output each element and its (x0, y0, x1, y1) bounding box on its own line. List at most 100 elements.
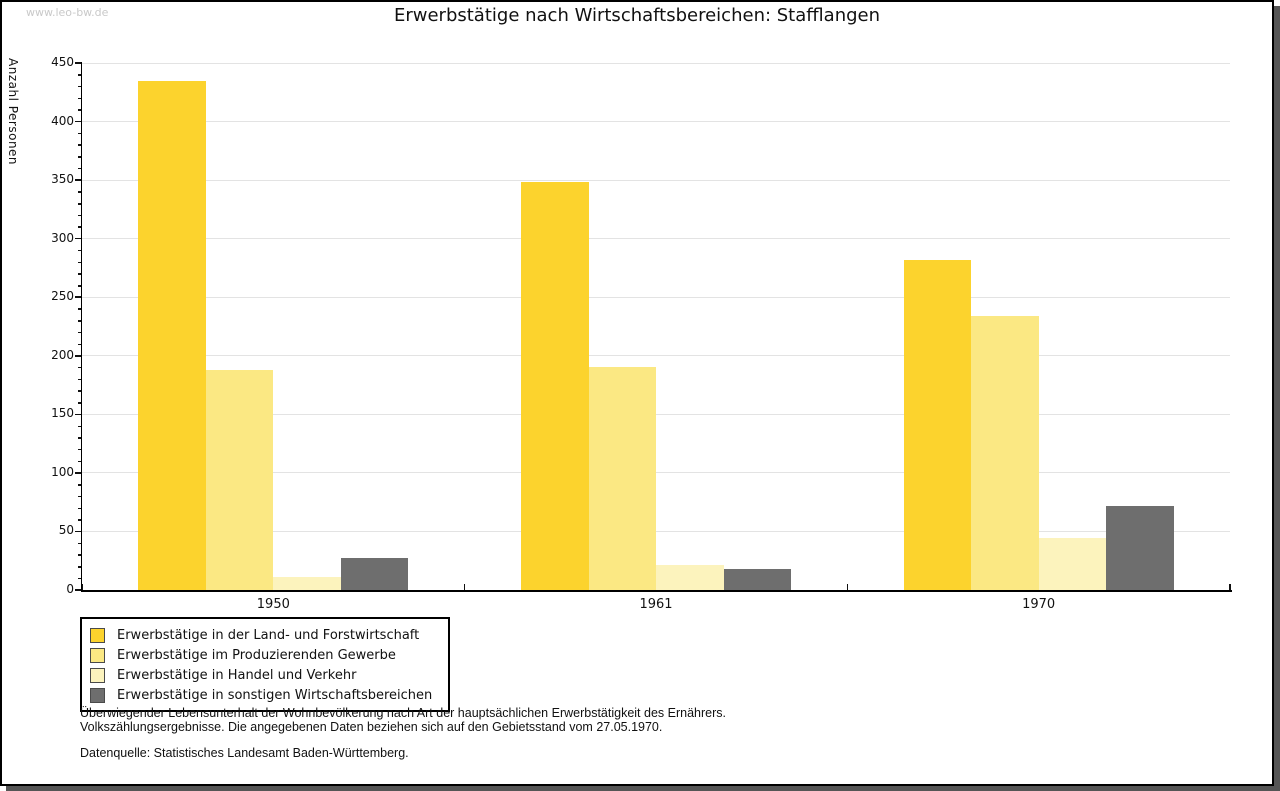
legend-label: Erwerbstätige in Handel und Verkehr (117, 667, 357, 683)
y-minor-tick (78, 542, 82, 545)
y-minor-tick (78, 460, 82, 463)
x-tick (463, 584, 466, 590)
y-minor-tick (78, 156, 82, 158)
x-tick (846, 584, 849, 590)
x-axis-line (80, 590, 1232, 592)
y-minor-tick (78, 343, 82, 346)
bar-1970-series-4 (1106, 505, 1174, 590)
legend-item-3: Erwerbstätige in Handel und Verkehr (90, 665, 440, 685)
y-tick-label-250: 250 (51, 289, 74, 304)
y-minor-tick (78, 132, 82, 135)
y-minor-tick (78, 378, 82, 381)
bar-1970-series-2 (971, 315, 1039, 590)
gridline-300 (82, 238, 1230, 240)
gridline-100 (82, 472, 1230, 474)
y-tick-label-50: 50 (58, 523, 74, 538)
legend-label: Erwerbstätige in sonstigen Wirtschaftsbe… (117, 687, 433, 703)
y-minor-tick (78, 366, 82, 369)
bar-1961-series-3 (656, 565, 724, 590)
footer: Überwiegender Lebensunterhalt der Wohnbe… (80, 706, 726, 760)
bar-1970-series-3 (1038, 538, 1107, 590)
y-minor-tick (78, 425, 82, 428)
y-major-tick-450 (75, 62, 82, 64)
footer-source: Datenquelle: Statistisches Landesamt Bad… (80, 746, 409, 760)
gridline-200 (82, 355, 1230, 357)
bar-1961-series-2 (588, 367, 656, 590)
y-minor-tick (78, 437, 82, 439)
bar-1961-series-4 (723, 568, 791, 590)
gridline-400 (82, 121, 1230, 123)
y-minor-tick (78, 226, 82, 228)
y-minor-tick (78, 554, 82, 556)
y-axis-title: Anzahl Personen (6, 58, 20, 166)
y-minor-tick (78, 495, 82, 498)
legend-swatch-icon (90, 647, 105, 663)
y-major-tick-50 (75, 530, 82, 533)
y-minor-tick (78, 85, 82, 88)
y-tick-label-350: 350 (51, 172, 74, 187)
y-tick-label-100: 100 (51, 464, 74, 479)
y-minor-tick (78, 249, 82, 252)
y-minor-tick (78, 507, 82, 510)
bar-1970-series-1 (903, 259, 972, 590)
y-tick-label-450: 450 (51, 55, 74, 69)
y-minor-tick (78, 390, 82, 392)
y-tick-label-400: 400 (51, 113, 74, 128)
y-minor-tick (78, 167, 82, 170)
y-minor-tick (78, 519, 82, 521)
y-major-tick-100 (75, 472, 82, 474)
y-minor-tick (78, 448, 82, 451)
legend-swatch-icon (90, 687, 105, 703)
y-minor-tick (78, 285, 82, 287)
y-major-tick-400 (75, 120, 82, 123)
y-major-tick-350 (75, 179, 82, 181)
x-tick (1229, 584, 1231, 590)
bar-1950-series-4 (340, 558, 409, 590)
y-minor-tick (78, 144, 82, 146)
gridline-450 (82, 62, 1230, 64)
gridline-250 (82, 296, 1230, 298)
y-minor-tick (78, 214, 82, 217)
y-axis-line (80, 62, 82, 592)
footer-line-2: Volkszählungsergebnisse. Die angegebenen… (80, 720, 663, 734)
bar-1950-series-3 (273, 577, 341, 590)
y-minor-tick (78, 577, 82, 580)
y-major-tick-150 (75, 413, 82, 416)
footer-line-1: Überwiegender Lebensunterhalt der Wohnbe… (80, 706, 726, 720)
y-minor-tick (78, 273, 82, 275)
y-minor-tick (78, 97, 82, 100)
y-minor-tick (78, 308, 82, 310)
legend-item-1: Erwerbstätige in der Land- und Forstwirt… (90, 625, 440, 645)
y-major-tick-250 (75, 296, 82, 298)
legend-label: Erwerbstätige in der Land- und Forstwirt… (117, 627, 420, 643)
bar-1950-series-1 (138, 80, 206, 590)
y-tick-label-0: 0 (66, 582, 74, 596)
bar-1961-series-1 (521, 182, 589, 590)
y-minor-tick (78, 109, 82, 111)
legend-swatch-icon (90, 667, 105, 683)
y-tick-label-150: 150 (51, 406, 74, 421)
y-minor-tick (78, 74, 82, 76)
y-minor-tick (78, 261, 82, 264)
y-minor-tick (78, 566, 82, 568)
bar-1950-series-2 (205, 369, 274, 590)
y-minor-tick (78, 191, 82, 193)
y-major-tick-200 (75, 355, 82, 357)
gridline-150 (82, 413, 1230, 415)
watermark: www.leo-bw.de (26, 6, 109, 19)
y-minor-tick (78, 331, 82, 334)
y-tick-label-300: 300 (51, 230, 74, 245)
gridline-50 (82, 530, 1230, 532)
y-minor-tick (78, 203, 82, 205)
x-tick-label-1950: 1950 (256, 597, 290, 612)
legend-item-4: Erwerbstätige in sonstigen Wirtschaftsbe… (90, 685, 440, 705)
x-tick-label-1970: 1970 (1022, 597, 1056, 612)
page-title: Erwerbstätige nach Wirtschaftsbereichen:… (393, 5, 881, 26)
y-major-tick-300 (75, 237, 82, 240)
y-minor-tick (78, 484, 82, 486)
y-major-tick-0 (75, 589, 82, 591)
legend-label: Erwerbstätige im Produzierenden Gewerbe (117, 647, 396, 663)
y-minor-tick (78, 320, 82, 322)
